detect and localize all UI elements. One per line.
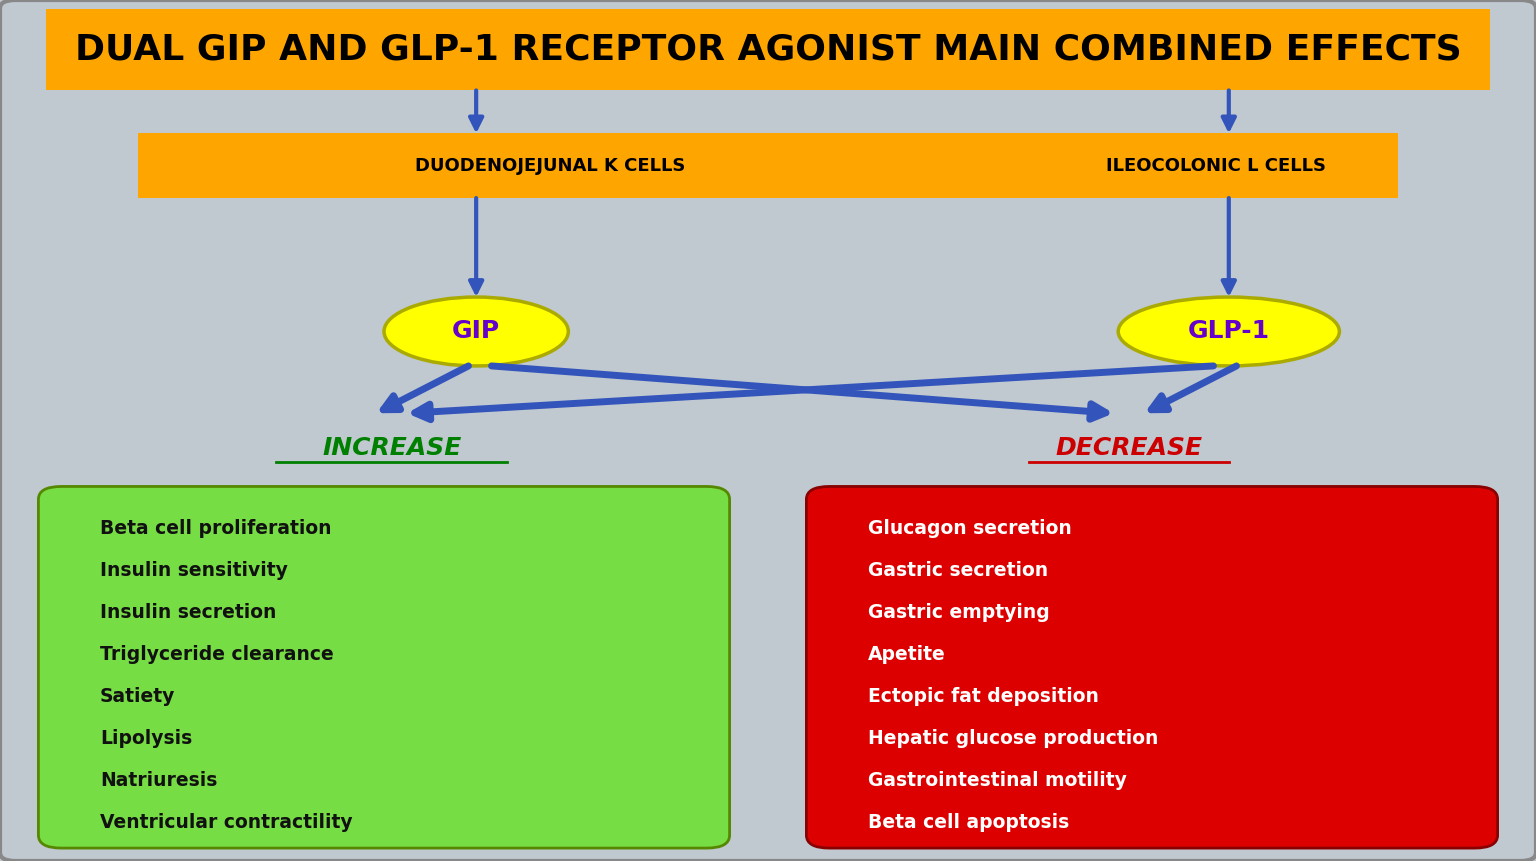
Text: Ectopic fat deposition: Ectopic fat deposition	[868, 687, 1098, 706]
Text: DUODENOJEJUNAL K CELLS: DUODENOJEJUNAL K CELLS	[415, 157, 685, 175]
Text: INCREASE: INCREASE	[323, 436, 461, 460]
Text: GIP: GIP	[452, 319, 501, 344]
FancyBboxPatch shape	[38, 486, 730, 848]
Text: Apetite: Apetite	[868, 645, 946, 664]
FancyBboxPatch shape	[46, 9, 1490, 90]
Text: DECREASE: DECREASE	[1055, 436, 1203, 460]
Text: Gastric secretion: Gastric secretion	[868, 561, 1048, 580]
Text: Insulin sensitivity: Insulin sensitivity	[100, 561, 287, 580]
Text: Ventricular contractility: Ventricular contractility	[100, 813, 352, 832]
Text: Gastrointestinal motility: Gastrointestinal motility	[868, 771, 1127, 790]
Text: Satiety: Satiety	[100, 687, 175, 706]
Text: Hepatic glucose production: Hepatic glucose production	[868, 729, 1158, 748]
Text: Natriuresis: Natriuresis	[100, 771, 217, 790]
Text: Beta cell proliferation: Beta cell proliferation	[100, 519, 332, 538]
Text: Triglyceride clearance: Triglyceride clearance	[100, 645, 333, 664]
FancyBboxPatch shape	[138, 133, 1398, 198]
Ellipse shape	[384, 297, 568, 366]
Text: DUAL GIP AND GLP-1 RECEPTOR AGONIST MAIN COMBINED EFFECTS: DUAL GIP AND GLP-1 RECEPTOR AGONIST MAIN…	[75, 33, 1461, 66]
Text: Beta cell apoptosis: Beta cell apoptosis	[868, 813, 1069, 832]
Text: Lipolysis: Lipolysis	[100, 729, 192, 748]
Ellipse shape	[1118, 297, 1339, 366]
Text: ILEOCOLONIC L CELLS: ILEOCOLONIC L CELLS	[1106, 157, 1326, 175]
Text: Gastric emptying: Gastric emptying	[868, 604, 1049, 623]
FancyBboxPatch shape	[806, 486, 1498, 848]
Text: GLP-1: GLP-1	[1187, 319, 1270, 344]
Text: Glucagon secretion: Glucagon secretion	[868, 519, 1072, 538]
Text: Insulin secretion: Insulin secretion	[100, 604, 276, 623]
